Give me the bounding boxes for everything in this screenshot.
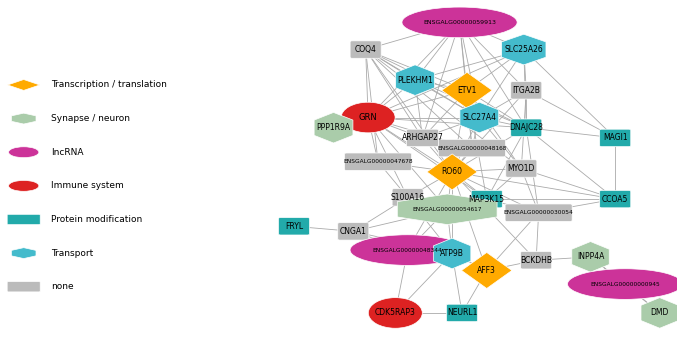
Polygon shape (502, 34, 546, 65)
Text: GRN: GRN (359, 113, 378, 122)
Polygon shape (462, 252, 512, 289)
Text: CNGA1: CNGA1 (340, 227, 367, 236)
Text: CCOA5: CCOA5 (602, 195, 628, 204)
Text: RO60: RO60 (441, 167, 462, 176)
Ellipse shape (567, 269, 677, 299)
FancyBboxPatch shape (521, 252, 552, 269)
FancyBboxPatch shape (510, 82, 542, 99)
Polygon shape (314, 113, 353, 143)
FancyBboxPatch shape (278, 218, 309, 235)
FancyBboxPatch shape (338, 223, 369, 240)
FancyBboxPatch shape (7, 214, 40, 225)
Text: MAP3K15: MAP3K15 (468, 195, 505, 204)
Text: Transcription / translation: Transcription / translation (51, 80, 167, 90)
Ellipse shape (9, 147, 39, 158)
Text: ENSGALG00000054617: ENSGALG00000054617 (412, 207, 482, 212)
Polygon shape (12, 248, 36, 258)
Text: ARHGAP27: ARHGAP27 (401, 133, 443, 142)
Ellipse shape (368, 298, 422, 328)
Text: NEURL1: NEURL1 (447, 308, 477, 318)
Polygon shape (7, 80, 40, 90)
FancyBboxPatch shape (600, 129, 631, 147)
Text: none: none (51, 282, 73, 291)
Text: FRYL: FRYL (285, 222, 303, 231)
Text: BCKDHB: BCKDHB (520, 256, 552, 265)
FancyBboxPatch shape (439, 139, 506, 157)
Text: ENSGALG00000030054: ENSGALG00000030054 (504, 210, 573, 215)
Polygon shape (460, 102, 499, 133)
FancyBboxPatch shape (345, 153, 412, 170)
Polygon shape (572, 241, 609, 272)
FancyBboxPatch shape (392, 189, 423, 206)
FancyBboxPatch shape (505, 204, 572, 221)
Text: MAGI1: MAGI1 (603, 133, 628, 142)
Text: ENSGALG00000059913: ENSGALG00000059913 (423, 20, 496, 25)
FancyBboxPatch shape (350, 41, 381, 58)
FancyBboxPatch shape (506, 160, 537, 177)
Polygon shape (433, 238, 471, 269)
Polygon shape (12, 113, 36, 124)
Ellipse shape (402, 7, 517, 38)
Ellipse shape (9, 181, 39, 191)
Polygon shape (442, 72, 492, 108)
Text: Transport: Transport (51, 249, 93, 258)
Text: INPP4A: INPP4A (577, 252, 604, 261)
FancyBboxPatch shape (510, 119, 542, 136)
Text: S100A16: S100A16 (391, 193, 424, 202)
Text: ENSGALG00000048168: ENSGALG00000048168 (437, 145, 506, 150)
Text: SLC27A4: SLC27A4 (462, 113, 496, 122)
Text: PLEKHM1: PLEKHM1 (397, 76, 433, 85)
Text: Protein modification: Protein modification (51, 215, 142, 224)
Text: CDK5RAP3: CDK5RAP3 (375, 308, 416, 318)
Text: ATP9B: ATP9B (440, 249, 464, 258)
Text: ITGA2B: ITGA2B (512, 86, 540, 95)
FancyBboxPatch shape (7, 281, 40, 292)
Polygon shape (397, 194, 497, 224)
FancyBboxPatch shape (471, 190, 502, 208)
Text: ENSGALG00000047678: ENSGALG00000047678 (343, 159, 413, 164)
FancyBboxPatch shape (406, 129, 439, 147)
Text: ENSGALG00000000945: ENSGALG00000000945 (590, 281, 660, 286)
Ellipse shape (341, 102, 395, 133)
Polygon shape (427, 154, 477, 190)
Text: DMD: DMD (651, 308, 669, 318)
FancyBboxPatch shape (447, 304, 477, 322)
Polygon shape (395, 65, 435, 96)
Text: SLC25A26: SLC25A26 (504, 45, 543, 54)
Text: AFF3: AFF3 (477, 266, 496, 275)
Text: Immune system: Immune system (51, 181, 123, 190)
Text: COQ4: COQ4 (355, 45, 376, 54)
Text: lncRNA: lncRNA (51, 148, 83, 157)
Text: ENSGALG00000048344: ENSGALG00000048344 (373, 247, 443, 252)
Text: DNAJC28: DNAJC28 (509, 123, 543, 132)
Ellipse shape (350, 235, 465, 266)
Text: Synapse / neuron: Synapse / neuron (51, 114, 130, 123)
Polygon shape (641, 298, 677, 328)
FancyBboxPatch shape (600, 190, 631, 208)
Text: PPP1R9A: PPP1R9A (316, 123, 351, 132)
Text: MYO1D: MYO1D (508, 164, 535, 173)
Text: ETV1: ETV1 (457, 86, 477, 95)
